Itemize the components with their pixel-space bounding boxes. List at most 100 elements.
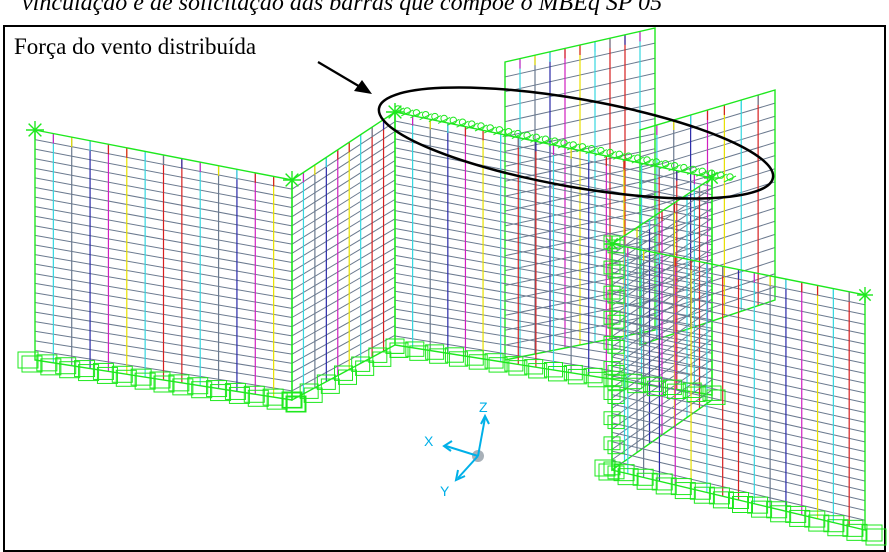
support-symbol-icon [429,348,449,364]
support-symbol-icon [603,361,621,375]
support-symbol-icon [766,501,788,519]
support-symbol-icon [17,351,39,369]
node-star-stroke [705,171,719,185]
wind-load-symbol-icon [520,133,534,141]
horizontal-bar [291,140,396,208]
horizontal-bar [291,286,396,346]
support-symbol-icon [247,389,269,407]
support-symbol-icon [689,482,711,500]
z-axis-line [477,417,486,457]
wall-outline [611,243,866,531]
support-symbol-icon [567,368,587,385]
support-symbol-icon [36,354,58,372]
wind-load-symbol-icon [465,122,479,130]
horizontal-bar [291,130,396,199]
support-symbol-icon [587,371,607,388]
annotation-arrow-icon [317,61,372,94]
x-axis-arrow-icon [442,440,453,452]
support-symbol-icon [603,436,621,451]
support-symbol-icon [607,415,625,430]
support-symbol-icon [598,463,620,481]
support-symbol-icon [674,482,696,500]
support-symbol-icon [842,519,864,537]
wind-load-symbol-icon [640,158,654,166]
axis-triad: Z X Y [424,399,490,499]
support-symbol-icon [425,344,445,360]
left-wall [34,129,293,401]
support-symbol-icon [607,365,625,379]
support-symbol-icon [282,392,302,408]
wind-load-symbol-icon [714,173,728,181]
support-symbol-icon [607,339,625,354]
wind-load-symbol-icon [530,135,543,143]
node-star-stroke [388,105,402,119]
support-symbol-icon [385,338,405,354]
x-axis-label: X [424,433,434,449]
support-symbol-icon [603,310,621,325]
support-symbol-icon [528,363,548,379]
wind-load-symbol-icon [548,139,562,147]
support-symbol-icon [372,351,392,367]
node-star-stroke [285,173,299,187]
support-symbol-icon [607,289,625,304]
support-symbol-icon [228,386,250,404]
horizontal-bar [291,179,396,245]
support-symbol-icon [191,381,213,399]
support-symbol-icon [603,411,621,426]
wind-load-symbol-icon [474,124,488,132]
horizontal-bar [291,160,396,227]
wind-load-symbol-icon [576,145,589,153]
support-symbol-icon [149,371,171,389]
support-symbol-icon [548,366,567,382]
horizontal-bar [291,276,396,337]
support-symbol-icon [603,260,621,275]
support-symbol-icon [607,314,625,329]
support-symbol-icon [804,510,826,528]
horizontal-bar [291,189,396,254]
left-return-wall [291,110,396,402]
support-symbol-icon [861,524,883,542]
support-symbol-icon [524,359,544,375]
support-symbol-icon [334,365,353,381]
support-symbol-icon [617,468,639,486]
support-symbol-icon [281,391,303,409]
node-star-stroke [858,288,872,302]
support-symbol-icon [702,385,722,401]
z-axis-label: Z [479,399,488,415]
annotation-ellipse [377,86,775,200]
support-symbol-icon [243,385,265,403]
support-symbol-icon [285,395,307,413]
support-symbol-icon [187,377,209,395]
support-symbol-icon [286,396,306,412]
support-symbol-icon [623,373,643,390]
support-symbols-group [17,235,887,546]
wind-load-symbol-icon [594,149,608,157]
horizontal-bar [291,315,396,373]
node-star-icon [857,287,873,303]
y-axis-label: Y [440,483,450,499]
support-symbol-icon [583,367,603,384]
wind-load-symbol-icon [686,167,700,175]
support-symbol-icon [686,386,706,402]
support-symbol-icon [751,500,773,518]
support-symbol-icon [808,514,830,532]
support-symbol-icon [59,361,81,379]
support-symbol-icon [351,356,371,372]
support-symbol-icon [712,491,734,509]
support-symbol-icon [153,375,175,393]
support-symbol-icon [708,487,730,505]
wind-load-symbol-icon [659,162,672,170]
node-star-icon [386,103,404,121]
support-symbol-icon [168,374,190,392]
support-symbol-icon [303,387,323,403]
y-axis-arrow-icon [454,469,466,482]
wind-load-symbol-icon [483,126,497,134]
support-symbol-icon [74,360,96,378]
support-symbol-icon [603,335,621,350]
support-symbol-icon [627,377,647,394]
support-symbol-icon [632,468,654,486]
wind-load-symbol-icon [511,132,525,140]
support-symbol-icon [655,477,677,495]
support-symbol-icon [785,505,807,523]
